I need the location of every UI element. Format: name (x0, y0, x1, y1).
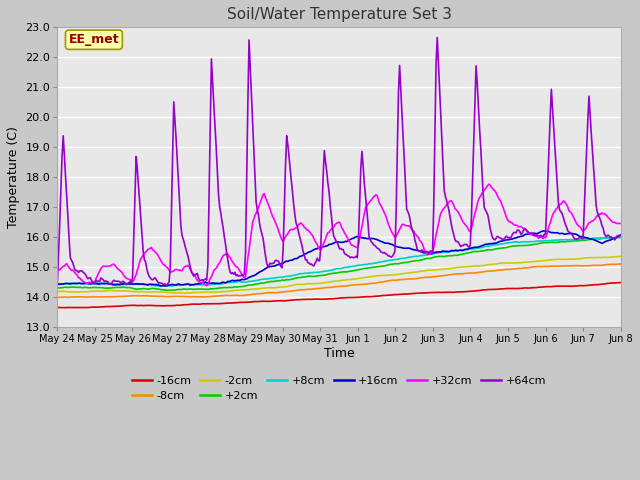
+8cm (292, 272, 300, 277)
-8cm (291, 288, 299, 293)
+32cm (397, 224, 404, 230)
-16cm (292, 297, 300, 302)
+16cm (370, 236, 378, 241)
+64cm (230, 271, 237, 277)
+8cm (397, 255, 404, 261)
+64cm (617, 233, 625, 239)
Line: +64cm: +64cm (58, 37, 621, 286)
+2cm (292, 275, 300, 281)
-8cm (54, 295, 61, 300)
-2cm (292, 282, 300, 288)
+64cm (470, 143, 477, 148)
+32cm (568, 210, 575, 216)
-8cm (617, 261, 625, 267)
+8cm (230, 279, 237, 285)
+64cm (370, 242, 378, 248)
-16cm (468, 288, 476, 294)
+16cm (157, 283, 164, 289)
Legend: -16cm, -8cm, -2cm, +2cm, +8cm, +16cm, +32cm, +64cm: -16cm, -8cm, -2cm, +2cm, +8cm, +16cm, +3… (127, 371, 550, 406)
-2cm (468, 264, 476, 269)
+64cm (163, 283, 170, 288)
+64cm (568, 231, 575, 237)
-2cm (566, 256, 574, 262)
-16cm (566, 283, 574, 289)
Line: +16cm: +16cm (58, 231, 621, 286)
+32cm (292, 225, 300, 231)
+8cm (168, 283, 175, 289)
+2cm (230, 284, 237, 290)
+2cm (54, 285, 61, 291)
Line: -16cm: -16cm (58, 283, 621, 308)
+2cm (614, 234, 622, 240)
Line: -2cm: -2cm (58, 256, 621, 293)
Text: EE_met: EE_met (68, 33, 119, 46)
+16cm (292, 256, 300, 262)
+32cm (468, 221, 476, 227)
-2cm (370, 274, 378, 279)
-16cm (617, 280, 625, 286)
+8cm (468, 246, 476, 252)
+16cm (568, 230, 575, 236)
+64cm (292, 220, 300, 226)
+16cm (617, 232, 625, 238)
-2cm (54, 288, 61, 294)
+16cm (54, 282, 61, 288)
+2cm (468, 249, 476, 255)
-2cm (397, 271, 404, 277)
-8cm (369, 280, 376, 286)
Line: +2cm: +2cm (58, 237, 621, 290)
+2cm (566, 239, 574, 244)
Line: +32cm: +32cm (58, 184, 621, 286)
Line: +8cm: +8cm (58, 237, 621, 286)
+2cm (370, 264, 378, 270)
+8cm (617, 234, 625, 240)
+32cm (54, 267, 61, 273)
+2cm (617, 235, 625, 240)
+32cm (230, 261, 237, 266)
-2cm (617, 253, 625, 259)
-8cm (565, 263, 573, 269)
+2cm (166, 288, 174, 293)
+64cm (54, 282, 61, 288)
+32cm (617, 221, 625, 227)
-8cm (228, 293, 236, 299)
X-axis label: Time: Time (324, 347, 355, 360)
+64cm (433, 35, 441, 40)
-16cm (397, 291, 404, 297)
+8cm (566, 237, 574, 242)
+32cm (370, 194, 378, 200)
-8cm (467, 270, 475, 276)
+16cm (540, 228, 548, 234)
+2cm (397, 260, 404, 266)
Title: Soil/Water Temperature Set 3: Soil/Water Temperature Set 3 (227, 7, 452, 22)
-8cm (396, 277, 403, 283)
+8cm (54, 281, 61, 287)
-16cm (230, 300, 237, 306)
+16cm (230, 278, 237, 284)
+32cm (203, 283, 211, 288)
-2cm (182, 290, 189, 296)
+8cm (370, 261, 378, 266)
+64cm (397, 87, 404, 93)
+16cm (397, 244, 404, 250)
-16cm (370, 294, 378, 300)
Line: -8cm: -8cm (58, 264, 621, 298)
-16cm (54, 304, 61, 310)
-2cm (230, 288, 237, 294)
+16cm (468, 245, 476, 251)
Y-axis label: Temperature (C): Temperature (C) (7, 126, 20, 228)
-16cm (72, 305, 80, 311)
+32cm (485, 181, 493, 187)
